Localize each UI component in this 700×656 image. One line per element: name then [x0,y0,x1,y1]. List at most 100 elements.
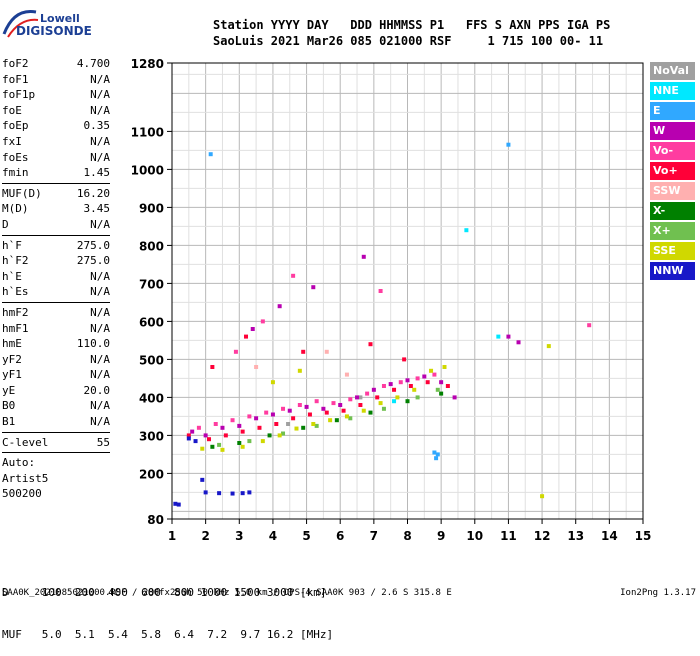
echo-point-w [270,412,275,417]
echo-point-vo [368,342,373,347]
echo-point-vo [324,410,329,415]
echo-point-e [434,456,439,461]
param-row: B0 N/A [2,398,110,414]
echo-point-x [237,441,242,445]
param-row: foEp 0.35 [2,118,110,134]
echo-point-x [210,444,215,449]
echo-point-vo [260,319,265,324]
echo-point-x [435,387,440,392]
echo-point-x [405,399,410,404]
echo-point-x [267,433,272,438]
echo-point-nnw [200,477,205,482]
param-label: M(D) [2,202,29,216]
echo-point-sse [277,433,282,438]
param-label: D [2,217,9,231]
echo-point-vo [425,380,430,385]
echo-point-e [435,452,440,457]
param-value: N/A [90,103,110,117]
param-value: 20.0 [83,383,111,397]
echo-point-x [301,425,306,430]
param-label: hmE [2,337,22,351]
param-label: foF1 [2,72,29,86]
y-tick-label: 80 [147,513,164,527]
echo-point-nnw [203,490,208,495]
param-label: foEp [2,119,29,133]
echo-point-w [405,378,410,383]
echo-point-vo [587,323,592,328]
param-value: N/A [90,88,110,102]
param-row: hmE 110.0 [2,336,110,352]
param-label: foE [2,103,22,117]
echo-point-vo [381,384,386,388]
echo-point-w [287,408,292,413]
logo-lowell-text: Lowell [40,12,80,25]
param-row: foEs N/A [2,150,110,166]
x-tick-label: 11 [500,529,517,543]
header-field-names: Station YYYY DAY DDD HHMMSS P1 FFS S AXN… [213,18,611,32]
footer-version: Ion2Png 1.3.17 [620,588,696,598]
param-value: 0.35 [83,119,111,133]
param-separator [2,234,110,236]
echo-point-w [361,254,366,259]
echo-point-sse [378,401,383,406]
param-value: N/A [90,134,110,148]
echo-point-vo [244,334,249,339]
echo-point-nnw [240,491,245,496]
x-tick-label: 6 [336,529,344,543]
echo-point-w [250,327,255,331]
x-tick-label: 13 [567,529,584,543]
echo-point-vo [264,410,269,415]
param-value: N/A [90,217,110,231]
legend-item-nnw: NNW [650,262,695,280]
y-tick-label: 600 [139,315,164,329]
echo-point-ssw [344,372,349,377]
legend-item-noval: NoVal [650,62,695,80]
echo-point-e [208,152,213,157]
muf-distance-table: D 100 200 400 600 800 1000 1500 3000 [km… [2,558,333,656]
x-tick-label: 10 [466,529,483,543]
param-separator [2,301,110,303]
param-value: 1.45 [83,166,111,180]
param-row: foF1 N/A [2,72,110,88]
param-row: fxI N/A [2,134,110,150]
auto-scaling-line: Auto: [2,456,36,470]
param-value: N/A [90,368,110,382]
y-tick-label: 200 [139,467,164,481]
echo-point-vo [213,422,218,426]
param-label: foF2 [2,57,29,70]
echo-point-nnw [217,491,222,496]
echo-point-vo [358,403,363,407]
x-tick-label: 12 [534,529,551,543]
param-row: yE 20.0 [2,383,110,399]
echo-point-noval [358,395,363,400]
param-row: C-level 55 [2,435,110,451]
param-row: h`F 275.0 [2,238,110,254]
param-row: h`E N/A [2,269,110,285]
param-value: N/A [90,321,110,335]
echo-point-vo [398,380,403,385]
y-tick-label: 400 [139,391,164,405]
echo-point-w [388,382,393,387]
echo-point-nne [392,399,397,404]
param-separator [2,431,110,433]
x-tick-label: 7 [370,529,378,543]
echo-point-vo [378,289,383,293]
echo-point-vo [186,433,191,438]
legend-item-sse: SSE [650,242,695,260]
plot-frame [171,62,644,520]
param-row: h`Es N/A [2,284,110,300]
echo-point-nne [464,228,469,233]
header-field-values: SaoLuis 2021 Mar26 085 021000 RSF 1 715 … [213,34,604,48]
muf-row: MUF 5.0 5.1 5.4 5.8 6.4 7.2 9.7 16.2 [MH… [2,628,334,641]
echo-point-w [371,387,376,392]
y-tick-label: 1000 [131,163,164,177]
param-value: N/A [90,285,110,299]
param-label: yF2 [2,352,22,366]
legend-item-nne: NNE [650,82,695,100]
echo-point-sse [200,446,205,451]
echo-point-sse [412,387,417,392]
param-label: B0 [2,399,16,413]
echo-point-x [281,431,286,436]
y-tick-label: 1100 [131,125,164,139]
y-tick-label: 1280 [131,57,164,71]
